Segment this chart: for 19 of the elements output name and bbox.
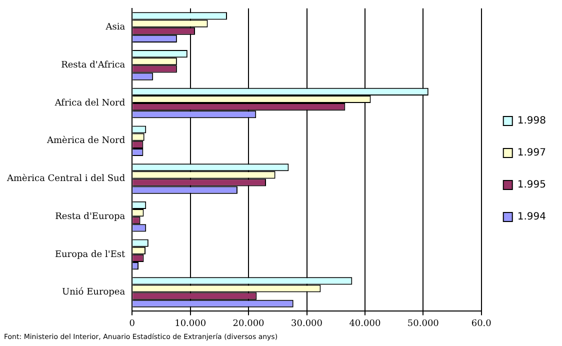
y-tick-label: Amèrica de Nord <box>46 135 126 146</box>
y-tick-label: Resta d'Africa <box>61 60 126 71</box>
y-tick-label: Asia <box>104 22 126 33</box>
x-tick-label: 50.000 <box>407 318 440 329</box>
legend-label: 1.998 <box>517 116 546 127</box>
x-tick-label: 40.000 <box>349 318 381 329</box>
x-tick-label: 0 <box>129 318 136 329</box>
y-tick-label: Africa del Nord <box>54 98 126 108</box>
x-tick-label: 20.000 <box>232 318 265 329</box>
y-tick-label: Unió Europea <box>62 286 126 298</box>
x-tick-label: 30.000 <box>291 318 323 329</box>
y-tick-label: Europa de l'Est <box>54 250 126 260</box>
legend-label: 1.995 <box>517 180 546 191</box>
y-tick-label: Amèrica Central i del Sud <box>6 173 126 184</box>
x-tick-label: 60.0 <box>471 318 492 329</box>
legend-label: 1.994 <box>517 212 546 223</box>
legend-label: 1.997 <box>517 148 546 159</box>
x-tick-label: 10.000 <box>174 318 206 329</box>
y-tick-label: Resta d'Europa <box>55 212 126 222</box>
